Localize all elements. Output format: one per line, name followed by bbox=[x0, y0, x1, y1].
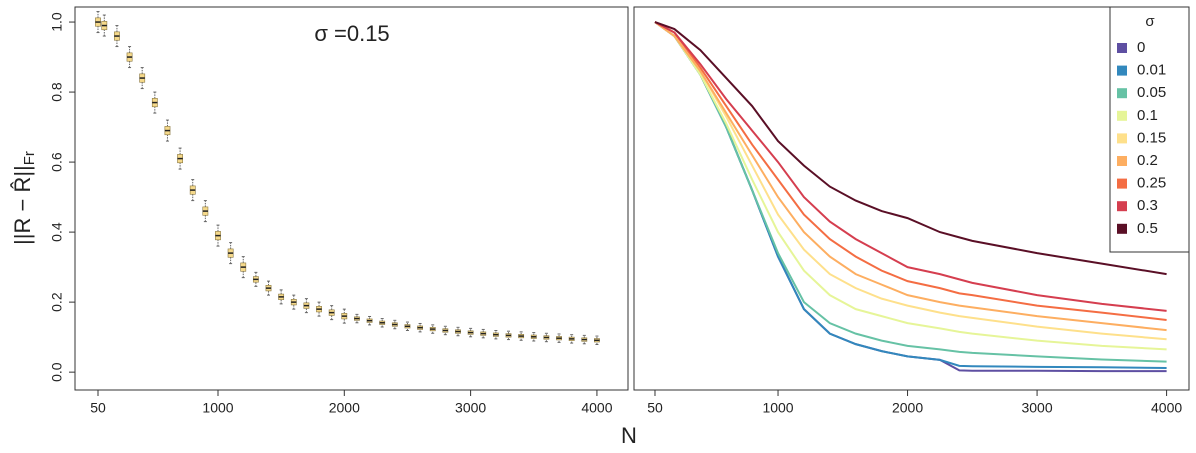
legend-label: 0.15 bbox=[1137, 129, 1166, 146]
y-axis-label-sub: Fr bbox=[21, 151, 38, 165]
x-tick-label: 2000 bbox=[329, 400, 360, 416]
legend-label: 0.1 bbox=[1137, 107, 1158, 124]
legend-label: 0.25 bbox=[1137, 175, 1166, 192]
legend-swatch bbox=[1117, 223, 1127, 234]
x-tick-label: 50 bbox=[90, 400, 106, 416]
series-line bbox=[654, 21, 1167, 369]
legend-label: 0.01 bbox=[1137, 62, 1166, 79]
legend-swatch bbox=[1117, 156, 1127, 166]
x-tick-label: 2000 bbox=[892, 400, 923, 416]
y-tick-label: 0.8 bbox=[49, 82, 65, 102]
right-panel-frame bbox=[633, 6, 1190, 391]
y-tick-label: 0.4 bbox=[49, 222, 65, 242]
legend-swatch bbox=[1117, 110, 1127, 121]
x-tick-label: 50 bbox=[647, 400, 663, 416]
legend-swatch bbox=[1117, 43, 1127, 53]
series-line bbox=[654, 21, 1167, 351]
legend-title: σ bbox=[1145, 13, 1155, 30]
legend-swatch bbox=[1117, 88, 1127, 99]
y-tick-label: 0.2 bbox=[49, 292, 65, 312]
y-tick-label: 0.0 bbox=[49, 362, 65, 382]
legend-swatch bbox=[1117, 178, 1127, 189]
x-tick-label: 4000 bbox=[581, 400, 612, 416]
x-axis-label: N bbox=[621, 423, 637, 448]
y-tick-label: 0.6 bbox=[49, 152, 65, 172]
legend-label: 0.2 bbox=[1137, 152, 1158, 169]
legend-swatch bbox=[1117, 201, 1127, 212]
legend-label: 0.5 bbox=[1137, 220, 1158, 237]
y-axis-label: ||R − R̂||Fr bbox=[10, 151, 38, 245]
y-tick-label: 1.0 bbox=[49, 12, 65, 32]
series-line bbox=[654, 21, 1167, 341]
legend-label: 0 bbox=[1137, 39, 1145, 56]
left-panel-frame bbox=[74, 6, 629, 391]
series-line bbox=[654, 21, 1167, 276]
series-line bbox=[654, 21, 1167, 363]
legend-label: 0.3 bbox=[1137, 197, 1158, 214]
x-tick-label: 1000 bbox=[762, 400, 793, 416]
series-line bbox=[654, 21, 1167, 312]
x-tick-label: 1000 bbox=[202, 400, 233, 416]
series-line bbox=[654, 21, 1167, 321]
x-tick-label: 3000 bbox=[1021, 400, 1052, 416]
series-line bbox=[654, 21, 1167, 373]
legend-swatch bbox=[1117, 133, 1127, 144]
legend-label: 0.05 bbox=[1137, 84, 1166, 101]
annotation: σ =0.15 bbox=[314, 21, 389, 46]
x-tick-label: 4000 bbox=[1151, 400, 1182, 416]
y-axis-label-main: ||R − R̂|| bbox=[10, 165, 35, 245]
series-line bbox=[654, 21, 1167, 332]
legend-swatch bbox=[1117, 65, 1127, 76]
x-tick-label: 3000 bbox=[455, 400, 486, 416]
